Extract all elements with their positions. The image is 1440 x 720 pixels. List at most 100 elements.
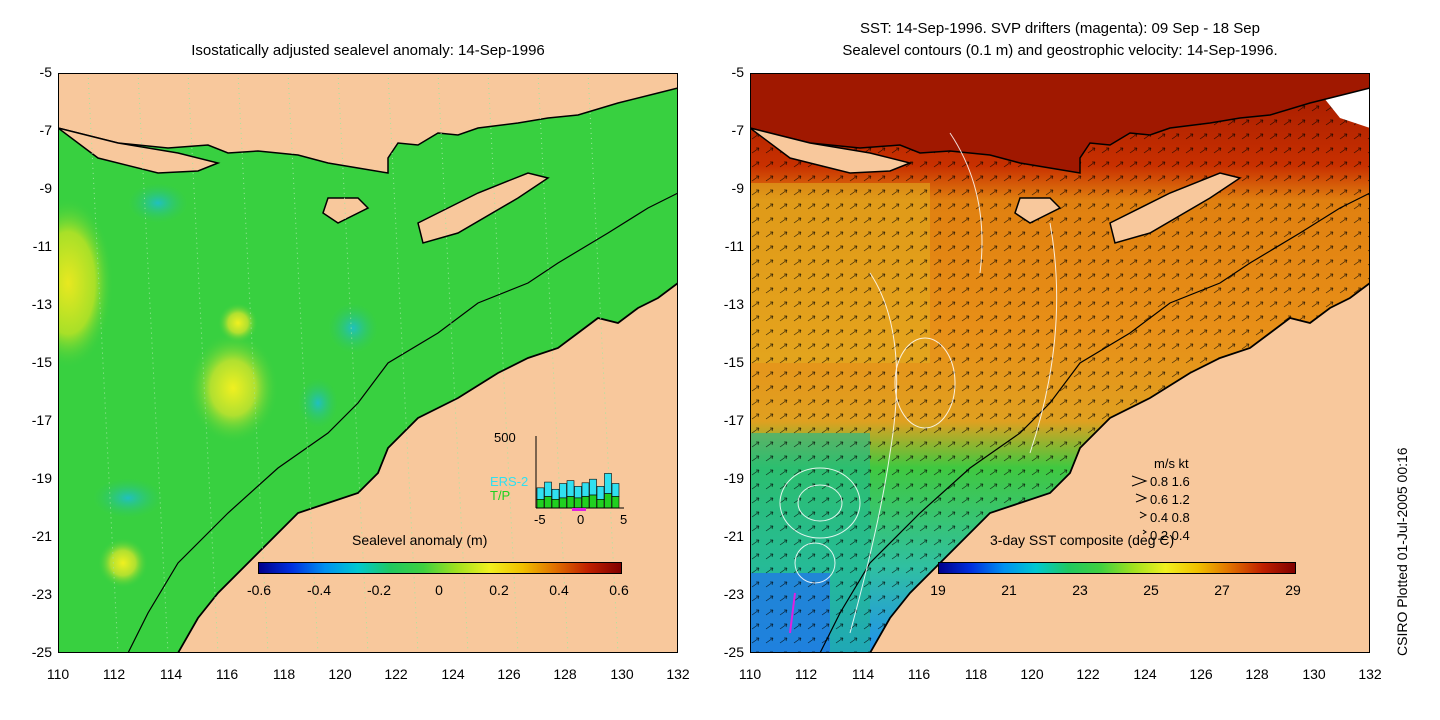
right-y-tick: -11 <box>724 238 744 254</box>
right-y-tick: -7 <box>731 122 744 138</box>
sealevel-map-svg <box>58 73 678 653</box>
left-y-tick: -7 <box>39 122 52 138</box>
right-x-tick: 118 <box>964 666 988 682</box>
left-x-tick: 132 <box>666 666 690 682</box>
sst-map[interactable] <box>750 73 1370 653</box>
right-colorbar <box>938 562 1296 574</box>
left-y-tick: -23 <box>31 586 52 602</box>
inset-bar-ers <box>551 488 560 500</box>
inset-bar-tp <box>536 499 545 509</box>
inset-bar-tp <box>596 499 605 509</box>
right-x-tick: 126 <box>1189 666 1213 682</box>
left-x-tick: 116 <box>215 666 239 682</box>
inset-bar-ers <box>559 483 567 499</box>
velocity-legend: m/s kt 0.8 1.6 0.6 1.2 0.4 0.8 0.2 0.4 <box>1128 456 1218 566</box>
inset-bar-tp <box>581 496 590 509</box>
northern-sea-region <box>750 73 1370 174</box>
right-x-tick: 132 <box>1358 666 1382 682</box>
inset-ers-label: ERS-2 <box>490 474 529 489</box>
right-y-tick: -15 <box>723 354 744 370</box>
right-cb-tick: 21 <box>1001 582 1017 598</box>
right-cb-tick: 27 <box>1214 582 1230 598</box>
inset-bar-ers <box>611 483 620 497</box>
right-y-tick: -17 <box>723 412 744 428</box>
inset-bar-tp <box>566 496 575 509</box>
right-cb-tick: 19 <box>930 582 946 598</box>
inset-bar-ers <box>566 480 575 497</box>
left-cb-tick: -0.4 <box>306 582 332 598</box>
timor-island <box>1109 172 1242 244</box>
left-cb-tick: -0.2 <box>366 582 392 598</box>
left-y-tick: -17 <box>31 412 52 428</box>
drifter-track <box>789 592 796 634</box>
velocity-legend-row: 0.8 1.6 <box>1150 474 1190 489</box>
left-colorbar-label: Sealevel anomaly (m) <box>352 532 488 548</box>
left-x-tick: 128 <box>553 666 577 682</box>
right-colorbar-label: 3-day SST composite (deg C) <box>990 532 1175 548</box>
inset-bar-tp <box>604 493 612 509</box>
right-y-tick: -21 <box>723 528 744 544</box>
inset-bar-tp <box>544 496 552 509</box>
left-x-tick: 114 <box>159 666 183 682</box>
sealevel-map[interactable] <box>58 73 678 653</box>
timor-island <box>417 172 550 244</box>
left-x-tick: 130 <box>610 666 634 682</box>
left-y-tick: -15 <box>31 354 52 370</box>
left-cb-tick: 0.6 <box>609 582 629 598</box>
velocity-legend-arrows <box>1131 475 1148 535</box>
left-x-tick: 118 <box>272 666 296 682</box>
right-panel-title-line1: SST: 14-Sep-1996. SVP drifters (magenta)… <box>860 20 1260 37</box>
inset-x-tick: 0 <box>577 512 585 527</box>
right-y-tick: -9 <box>731 180 744 196</box>
inset-x-tick: -5 <box>534 512 546 527</box>
inset-histogram: 500 ERS-2 T/P -5 0 5 <box>490 430 640 530</box>
shelf-contour <box>127 192 678 653</box>
right-cb-tick: 23 <box>1072 582 1088 598</box>
inset-bar-ers <box>574 486 582 499</box>
inset-bar-tp <box>551 499 560 509</box>
left-x-tick: 126 <box>497 666 521 682</box>
left-y-tick: -5 <box>39 64 52 80</box>
inset-bar-ers <box>596 486 605 500</box>
right-y-tick: -19 <box>723 470 744 486</box>
right-x-tick: 120 <box>1020 666 1044 682</box>
plot-credit: CSIRO Plotted 01-Jul-2005 00:16 <box>1394 447 1410 656</box>
left-cb-tick: -0.6 <box>246 582 272 598</box>
inset-bar-ers <box>544 481 552 497</box>
left-cb-tick: 0.4 <box>549 582 569 598</box>
inset-bar-tp <box>574 497 582 509</box>
left-x-tick: 122 <box>384 666 408 682</box>
inset-bar-ers <box>581 482 590 497</box>
sealevel-contours <box>779 132 1058 634</box>
velocity-legend-row: 0.6 1.2 <box>1150 492 1190 507</box>
inset-bar-ers <box>589 478 597 496</box>
velocity-legend-header: m/s kt <box>1154 456 1189 471</box>
inset-bars-svg <box>535 436 624 511</box>
left-colorbar <box>258 562 622 574</box>
right-x-tick: 110 <box>738 666 762 682</box>
right-cb-tick: 25 <box>1143 582 1159 598</box>
right-x-tick: 128 <box>1245 666 1269 682</box>
sumba-island <box>322 197 370 224</box>
right-y-tick: -5 <box>731 64 744 80</box>
sumba-island <box>1014 197 1062 224</box>
inset-bar-ers <box>536 487 545 500</box>
inset-x-tick: 5 <box>620 512 628 527</box>
left-x-tick: 120 <box>328 666 352 682</box>
left-x-tick: 112 <box>102 666 126 682</box>
australia-landmass <box>176 281 678 653</box>
left-y-tick: -25 <box>31 644 52 660</box>
right-x-tick: 122 <box>1076 666 1100 682</box>
inset-tp-label: T/P <box>490 488 511 503</box>
right-x-tick: 124 <box>1133 666 1157 682</box>
northern-landmass <box>58 73 678 174</box>
sst-map-svg <box>750 73 1370 653</box>
inset-ymax-label: 500 <box>494 430 516 445</box>
velocity-legend-row: 0.4 0.8 <box>1150 510 1190 525</box>
velocity-legend-row: 0.2 0.4 <box>1150 528 1190 543</box>
left-y-tick: -11 <box>32 238 52 254</box>
right-x-tick: 112 <box>794 666 818 682</box>
left-cb-tick: 0.2 <box>489 582 509 598</box>
inset-bar-tp <box>589 494 597 509</box>
inset-drifter-mark <box>572 508 586 511</box>
